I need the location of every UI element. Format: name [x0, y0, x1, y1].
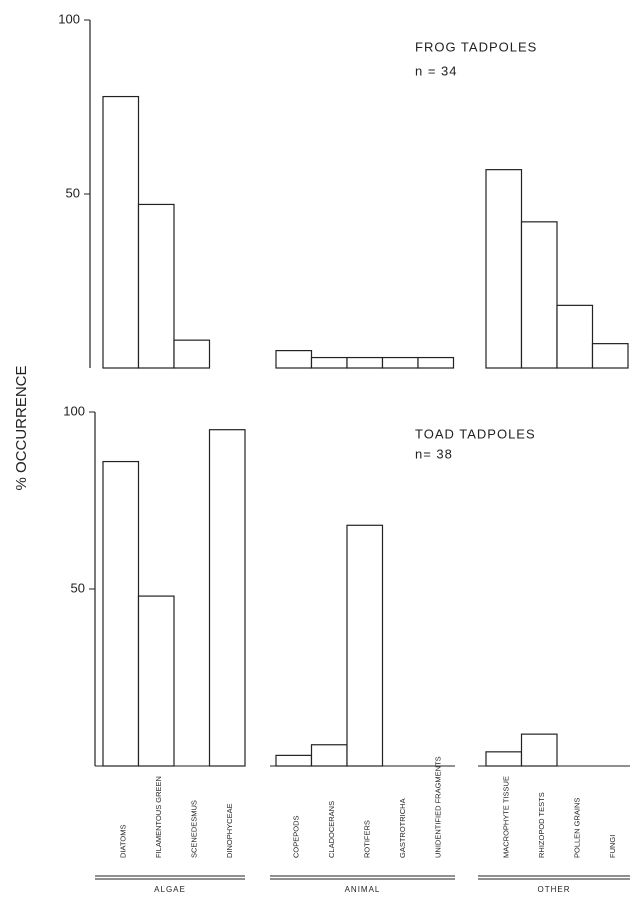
bar [381, 356, 419, 369]
x-tick-label: POLLEN GRAINS [573, 798, 582, 858]
bar [520, 221, 558, 369]
x-tick-label: DIATOMS [119, 825, 128, 858]
bar [346, 356, 384, 369]
bar [310, 744, 348, 767]
panel-title: FROG TADPOLES [415, 39, 537, 54]
bar [520, 733, 558, 767]
bar [556, 304, 594, 369]
x-tick-label: SCENEDESMUS [190, 800, 199, 858]
y-axis-label: % OCCURRENCE [13, 365, 30, 490]
bar [417, 356, 455, 369]
bar [275, 350, 313, 369]
bar [137, 595, 175, 767]
bar [485, 169, 523, 369]
group-label: ANIMAL [345, 885, 381, 894]
bar [102, 95, 140, 369]
bar [275, 754, 313, 767]
y-tick-label: 50 [66, 185, 80, 200]
x-tick-label: FUNGI [608, 835, 617, 858]
x-tick-label: COPEPODS [292, 815, 301, 858]
bar [310, 356, 348, 369]
panel-title: TOAD TADPOLES [415, 426, 536, 441]
panel-subtitle: n= 38 [415, 446, 453, 461]
x-tick-label: UNIDENTIFIED FRAGMENTS [434, 756, 443, 858]
group-label: OTHER [538, 885, 571, 894]
y-tick-label: 100 [58, 11, 80, 26]
x-tick-label: FILAMENTOUS GREEN [154, 776, 163, 858]
x-tick-label: ROTIFERS [363, 820, 372, 858]
bar [346, 524, 384, 767]
x-tick-label: DINOPHYCEAE [225, 803, 234, 858]
bar [102, 460, 140, 767]
bar [485, 751, 523, 767]
x-tick-label: RHIZOPOD TESTS [537, 792, 546, 858]
y-tick-label: 50 [71, 580, 85, 595]
panel-subtitle: n = 34 [415, 63, 458, 78]
x-tick-label: MACROPHYTE TISSUE [502, 776, 511, 858]
group-label: ALGAE [154, 885, 186, 894]
bar [208, 429, 246, 767]
x-tick-label: CLADOCERANS [327, 801, 336, 858]
bar [137, 203, 175, 369]
y-tick-label: 100 [63, 403, 85, 418]
x-tick-label: GASTROTRICHA [398, 798, 407, 858]
bar [173, 339, 211, 369]
bar [591, 343, 629, 369]
